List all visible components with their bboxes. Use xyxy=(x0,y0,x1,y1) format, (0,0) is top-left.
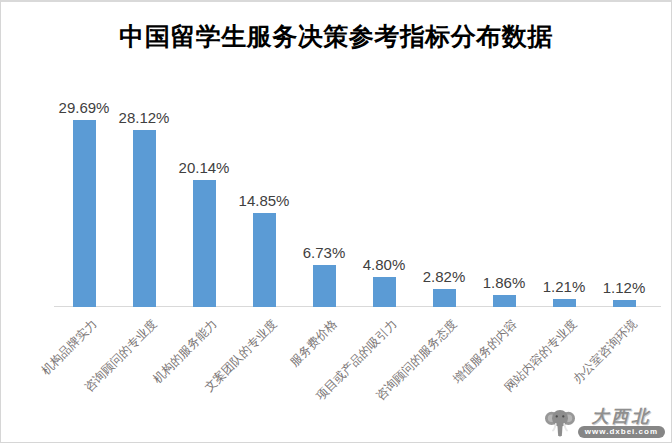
bar xyxy=(253,213,276,307)
bar xyxy=(133,130,156,307)
bar xyxy=(433,289,456,307)
elephant-logo-icon xyxy=(545,407,575,439)
watermark-text-block: 大西北 www.dxbei.com xyxy=(578,408,665,438)
bar-chart-plot: 29.69%机构品牌实力28.12%咨询顾问的专业度20.14%机构的服务能力1… xyxy=(1,2,672,443)
watermark-site-name: 大西北 xyxy=(591,408,651,425)
chart-frame: 中国留学生服务决策参考指标分布数据 29.69%机构品牌实力28.12%咨询顾问… xyxy=(0,0,672,443)
bar xyxy=(493,295,516,307)
watermark-site-url: www.dxbei.com xyxy=(578,426,665,438)
bar-value-label: 20.14% xyxy=(159,159,249,176)
bar xyxy=(373,277,396,307)
x-axis-category-label: 项目或产品的吸引力 xyxy=(283,316,401,434)
x-axis-category-label: 增值服务的内容 xyxy=(403,316,521,434)
bar-value-label: 28.12% xyxy=(99,109,189,126)
bar-value-label: 1.12% xyxy=(579,279,669,296)
bar xyxy=(553,299,576,307)
watermark: 大西北 www.dxbei.com xyxy=(545,407,665,439)
x-axis-category-label: 咨询顾问的专业度 xyxy=(43,316,161,434)
bar-value-label: 14.85% xyxy=(219,192,309,209)
x-axis-category-label: 咨询顾问的服务态度 xyxy=(343,316,461,434)
bar xyxy=(613,300,636,307)
bar xyxy=(73,120,96,307)
x-axis-category-label: 机构的服务能力 xyxy=(103,316,221,434)
x-axis-category-label: 文案团队的专业度 xyxy=(163,316,281,434)
bar xyxy=(193,180,216,307)
x-axis-category-label: 服务费价格 xyxy=(223,316,341,434)
bar xyxy=(313,265,336,307)
